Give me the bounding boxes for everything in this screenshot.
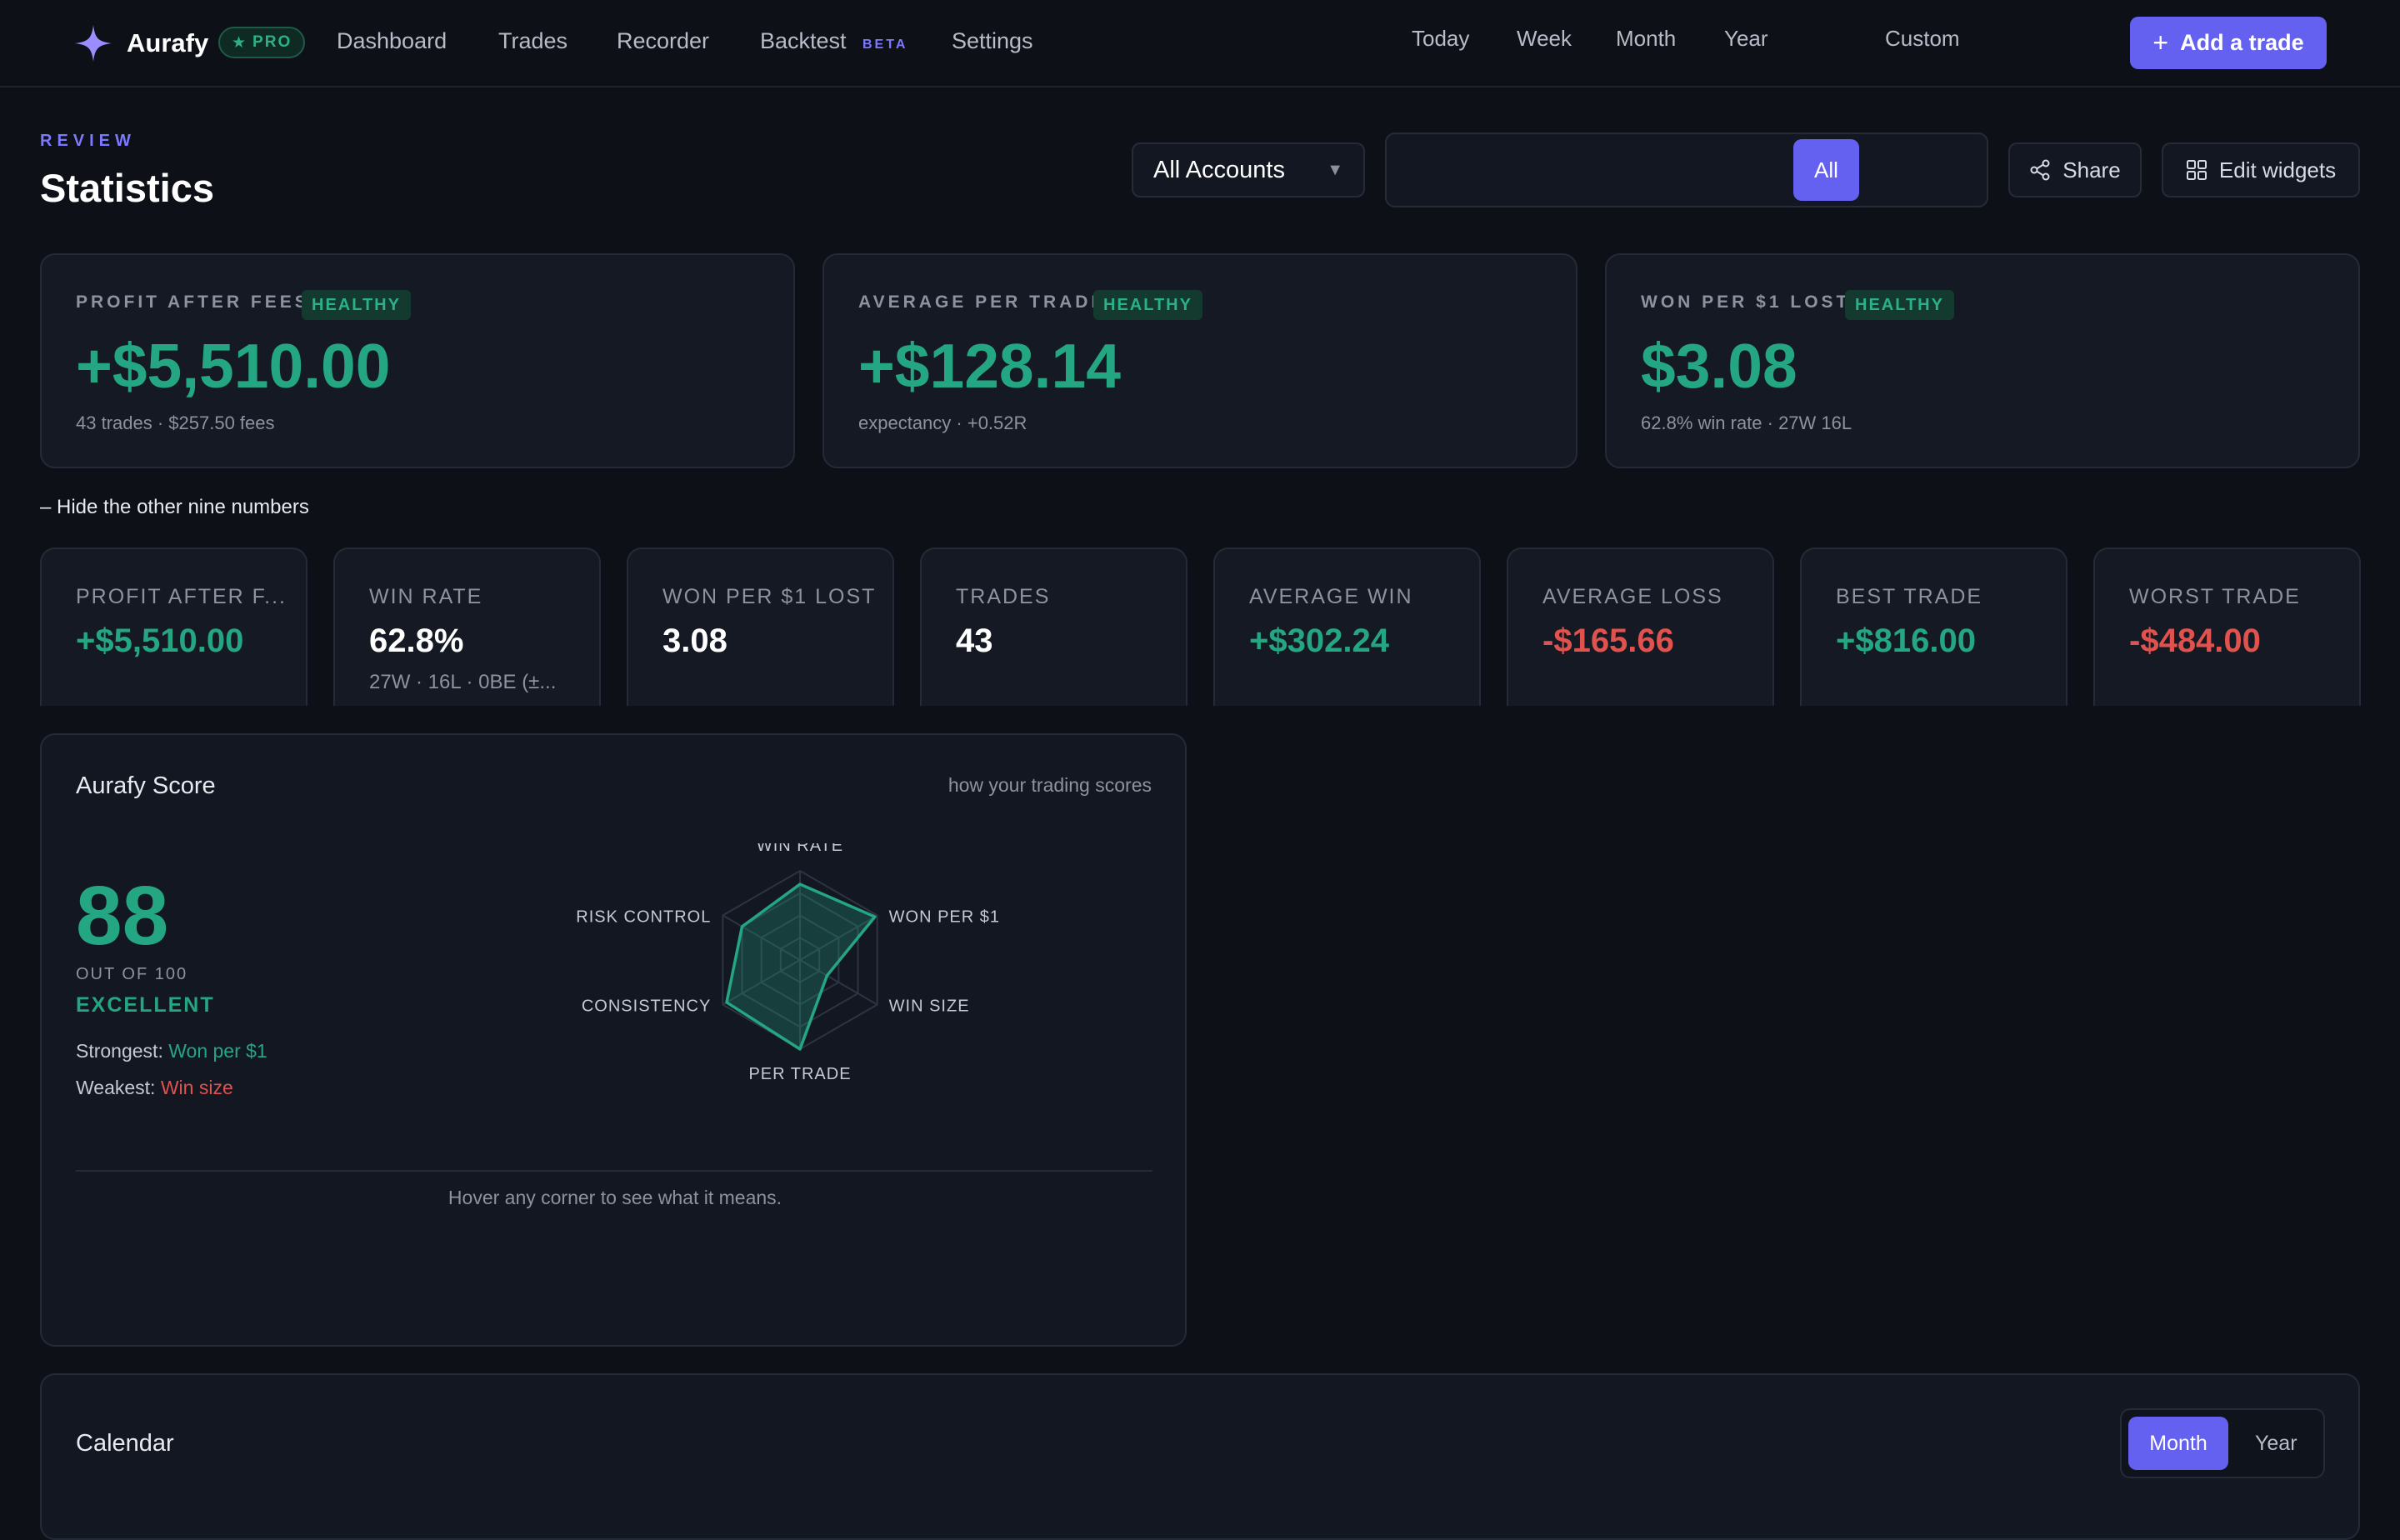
caret-down-icon: ▼ [1327, 160, 1343, 179]
nav-backtest[interactable]: Backtest [760, 28, 847, 53]
status-badge: HEALTHY [302, 290, 411, 320]
card-label: WON PER $1 LOST [1641, 292, 1851, 312]
card-value: $3.08 [1641, 331, 1798, 401]
top-nav: Aurafy ★ PRO Dashboard Trades Recorder B… [0, 0, 2400, 88]
highlight-card-profit: PROFIT AFTER FEES HEALTHY +$5,510.00 43 … [40, 253, 795, 468]
stat-card: WON PER $1 LOST 3.08 [627, 548, 894, 706]
brand-name[interactable]: Aurafy [127, 28, 209, 58]
radar-spoke [799, 914, 878, 961]
account-select[interactable]: All Accounts ▼ [1132, 142, 1365, 198]
highlight-card-average: AVERAGE PER TRADE HEALTHY +$128.14 expec… [822, 253, 1578, 468]
nav-dashboard[interactable]: Dashboard [337, 28, 448, 53]
range-all[interactable]: All [1793, 139, 1859, 201]
radar-axis-label: WIN RATE [757, 843, 843, 855]
range-year[interactable]: Year [1724, 26, 1768, 51]
date-range-group [1385, 132, 1988, 208]
share-button[interactable]: Share [2008, 142, 2142, 198]
card-value: +$5,510.00 [76, 331, 391, 401]
grid-icon [2186, 160, 2207, 180]
stat-card: BEST TRADE +$816.00 [1800, 548, 2068, 706]
nav-trades[interactable]: Trades [498, 28, 568, 53]
page-eyebrow: REVIEW [40, 132, 136, 150]
card-subtext: 43 trades · $257.50 fees [76, 412, 275, 433]
radar-axis-label: RISK CONTROL [576, 908, 711, 927]
stat-card: AVERAGE WIN +$302.24 [1213, 548, 1481, 706]
plus-icon: + [2152, 28, 2169, 58]
radar-spoke [722, 914, 801, 961]
calendar-title: Calendar [76, 1430, 174, 1457]
page-title: Statistics [40, 166, 214, 210]
status-badge: HEALTHY [1845, 290, 1954, 320]
divider [76, 1170, 1152, 1172]
radar-spoke [799, 959, 878, 1006]
calendar-mode-month[interactable]: Month [2128, 1417, 2228, 1470]
toggle-numbers-link[interactable]: – Hide the other nine numbers [40, 496, 309, 518]
card-subtext: expectancy · +0.52R [858, 412, 1028, 433]
weakest-line: Weakest: Win size [76, 1077, 233, 1098]
range-week[interactable]: Week [1517, 26, 1572, 51]
card-subtext: 62.8% win rate · 27W 16L [1641, 412, 1852, 433]
calendar-mode-year[interactable]: Year [2255, 1432, 2298, 1455]
card-label: AVERAGE PER TRADE [858, 292, 1107, 312]
stat-card: TRADES 43 [920, 548, 1188, 706]
stat-card: AVERAGE LOSS -$165.66 [1507, 548, 1774, 706]
aurafy-score-card: Aurafy Score how your trading scores 88 … [40, 733, 1187, 1347]
radar-axis-label: PER TRADE [748, 1065, 851, 1083]
beta-badge: BETA [862, 38, 908, 52]
range-today[interactable]: Today [1412, 26, 1470, 51]
calendar-mode-toggle: Month Year [2120, 1408, 2325, 1478]
edit-widgets-button[interactable]: Edit widgets [2162, 142, 2360, 198]
score-value: 88 [76, 869, 169, 962]
radar-axis-label: WON PER $1 [889, 908, 1000, 927]
radar-score-shape[interactable] [725, 882, 877, 1051]
score-footer-hint: Hover any corner to see what it means. [448, 1187, 782, 1208]
calendar-card: Calendar Month Year [40, 1373, 2360, 1540]
status-badge: HEALTHY [1093, 290, 1202, 320]
stat-card: WIN RATE 62.8% 27W · 16L · 0BE (±... [333, 548, 601, 706]
nav-settings[interactable]: Settings [952, 28, 1033, 53]
stat-card: WORST TRADE -$484.00 [2093, 548, 2361, 706]
radar-axis-label: CONSISTENCY [582, 998, 711, 1016]
stat-card: PROFIT AFTER F... +$5,510.00 [40, 548, 308, 706]
add-trade-button[interactable]: + Add a trade [2130, 17, 2327, 69]
pro-badge: ★ PRO [218, 27, 306, 58]
score-radar-chart[interactable]: WIN RATE WON PER $1 WIN SIZE PER TRADE CONSI… [525, 843, 1025, 1127]
sparkle-logo-icon [75, 25, 112, 62]
star-icon: ★ [232, 33, 248, 52]
score-hint-link[interactable]: how your trading scores [948, 774, 1152, 796]
highlight-card-won-per-dollar: WON PER $1 LOST HEALTHY $3.08 62.8% win … [1605, 253, 2360, 468]
strongest-line: Strongest: Won per $1 [76, 1040, 268, 1062]
nav-recorder[interactable]: Recorder [617, 28, 710, 53]
score-title: Aurafy Score [76, 772, 216, 799]
range-custom[interactable]: Custom [1885, 26, 1960, 51]
share-icon [2030, 159, 2050, 181]
score-grade: EXCELLENT [76, 993, 215, 1017]
score-out-of: OUT OF 100 [76, 965, 188, 983]
range-month[interactable]: Month [1616, 26, 1677, 51]
card-label: PROFIT AFTER FEES [76, 292, 310, 312]
radar-spoke [722, 959, 801, 1006]
card-value: +$128.14 [858, 331, 1121, 401]
radar-axis-label: WIN SIZE [889, 998, 970, 1016]
